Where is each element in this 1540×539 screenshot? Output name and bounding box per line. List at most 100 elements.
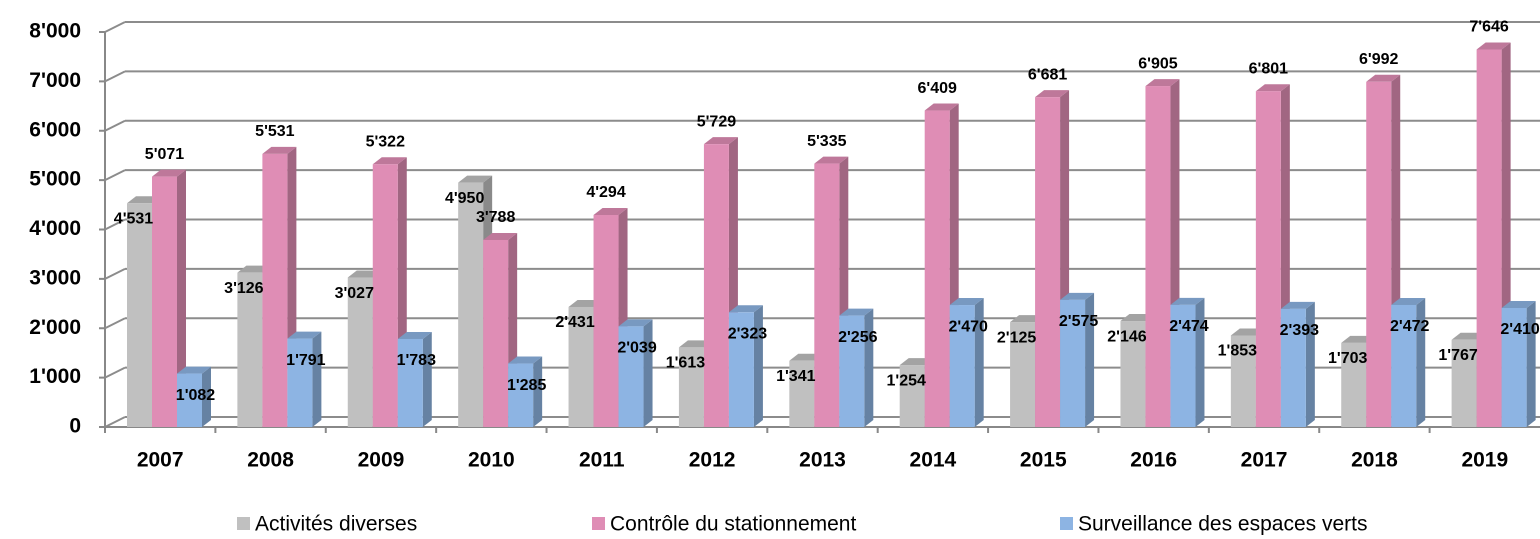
data-label: 1'613 — [666, 355, 706, 372]
bar — [372, 164, 398, 427]
bar-side — [974, 298, 984, 427]
data-label: 6'905 — [1138, 55, 1178, 72]
bar-top — [1501, 301, 1536, 309]
data-label: 2'393 — [1280, 322, 1320, 339]
y-tick-label: 4'000 — [29, 217, 81, 240]
bar-side — [533, 356, 543, 427]
bar-top — [262, 146, 297, 154]
bar — [728, 312, 754, 427]
bar — [839, 315, 865, 427]
bar-top — [397, 331, 432, 339]
legend-label: Surveillance des espaces verts — [1078, 513, 1367, 536]
data-label: 5'071 — [145, 146, 185, 163]
bar — [703, 144, 729, 428]
x-tick-label: 2010 — [468, 449, 515, 472]
bar — [1476, 49, 1502, 427]
y-tick-label: 7'000 — [29, 69, 81, 92]
bar-top — [1060, 292, 1095, 300]
data-label: 3'788 — [476, 209, 516, 226]
bar-top — [1366, 74, 1401, 82]
data-label: 6'992 — [1359, 51, 1399, 68]
x-tick-label: 2016 — [1130, 449, 1177, 472]
legend-swatch — [592, 517, 605, 530]
bar — [1341, 342, 1367, 427]
bar — [1145, 86, 1171, 428]
bar — [152, 176, 177, 427]
data-label: 1'341 — [776, 368, 816, 385]
x-tick-label: 2009 — [358, 449, 405, 472]
bar-top — [924, 103, 959, 111]
legend-swatch — [237, 517, 250, 530]
bar — [1010, 322, 1036, 427]
bar — [1391, 304, 1417, 427]
data-label: 1'285 — [507, 377, 547, 394]
y-tick-label: 1'000 — [29, 365, 81, 388]
x-tick-label: 2015 — [1020, 449, 1067, 472]
data-label: 4'294 — [586, 184, 626, 201]
grid-slant — [104, 416, 126, 428]
data-label: 3'027 — [335, 285, 375, 302]
data-label: 5'729 — [697, 113, 737, 130]
bar — [593, 214, 619, 427]
bar-top — [1145, 79, 1180, 87]
bar-side — [312, 331, 322, 427]
bar-side — [753, 305, 763, 427]
x-tick-label: 2011 — [579, 449, 625, 472]
bar — [1366, 81, 1392, 428]
grid-slant — [104, 70, 126, 83]
legend-swatch — [1060, 517, 1073, 530]
bar-side — [177, 169, 186, 427]
bar — [1035, 97, 1061, 428]
data-label: 2'575 — [1059, 313, 1099, 330]
bar — [237, 272, 263, 427]
bar-side — [643, 319, 653, 427]
bar-side — [422, 331, 432, 427]
y-tick-label: 2'000 — [29, 316, 81, 339]
data-label: 2'256 — [838, 329, 878, 346]
bar-top — [1476, 42, 1511, 50]
bar-top — [177, 366, 211, 374]
y-tick-label: 8'000 — [29, 20, 81, 43]
bar — [1255, 91, 1281, 427]
data-label: 2'472 — [1390, 318, 1430, 335]
bar-top — [1280, 301, 1315, 309]
grid-slant — [104, 169, 126, 182]
bar-top — [814, 156, 849, 164]
data-label: 2'431 — [555, 314, 595, 331]
bar — [789, 360, 815, 427]
grid-slant — [104, 366, 126, 379]
bar-top — [618, 319, 653, 327]
bar-side — [1526, 301, 1536, 427]
data-label: 4'950 — [445, 190, 485, 207]
bar-top — [593, 207, 628, 215]
bar-side — [1416, 297, 1426, 427]
x-tick-label: 2018 — [1351, 449, 1398, 472]
legend-label: Activités diverses — [255, 513, 417, 536]
bar — [899, 365, 925, 427]
bar — [508, 363, 534, 427]
bar — [287, 338, 313, 427]
data-label: 2'146 — [1107, 328, 1147, 345]
bar — [949, 305, 975, 427]
data-label: 5'322 — [366, 133, 406, 150]
x-tick-label: 2013 — [799, 449, 846, 472]
bar-top — [508, 356, 543, 364]
bar — [814, 163, 840, 427]
bar — [347, 277, 373, 427]
bar — [262, 153, 288, 428]
data-label: 1'082 — [176, 387, 216, 404]
bar-side — [1305, 301, 1315, 427]
data-label: 1'254 — [886, 372, 926, 389]
bar-top — [728, 305, 763, 313]
grid-slant — [104, 21, 126, 33]
bar — [127, 203, 152, 427]
data-label: 7'646 — [1469, 19, 1509, 36]
bar-top — [152, 169, 186, 177]
x-tick-label: 2017 — [1241, 449, 1288, 472]
bar — [618, 326, 644, 427]
data-label: 3'126 — [224, 280, 264, 297]
x-tick-label: 2014 — [910, 449, 957, 472]
bar-side — [1085, 292, 1095, 427]
bar-top — [372, 157, 407, 165]
